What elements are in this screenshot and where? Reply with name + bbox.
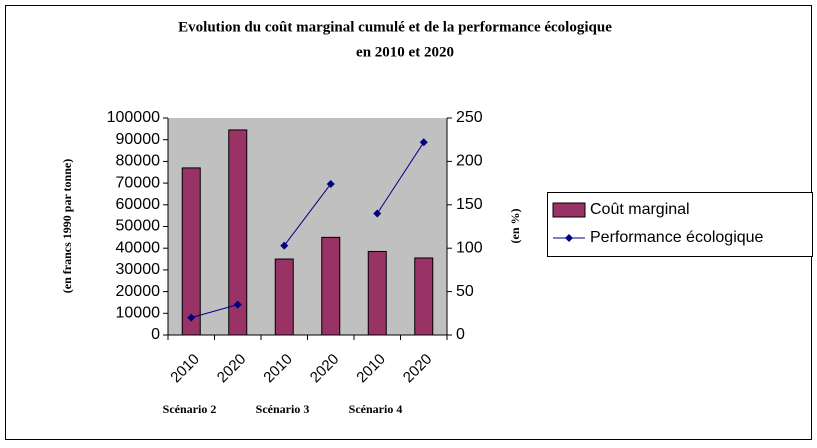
y2-tick-label: 150 — [456, 196, 483, 213]
y2-axis-label: (en %) — [508, 209, 522, 244]
y-tick-label: 40000 — [116, 239, 161, 256]
chart-title: Evolution du coût marginal cumulé et de … — [178, 19, 612, 35]
chart-title: en 2010 et 2020 — [356, 44, 454, 60]
y2-tick-label: 100 — [456, 239, 483, 256]
line-marker — [419, 138, 428, 147]
y-tick-label: 0 — [151, 326, 160, 343]
y2-tick-label: 200 — [456, 153, 483, 170]
y2-tick-label: 250 — [456, 109, 483, 126]
bar — [321, 236, 341, 336]
y-tick-label: 80000 — [116, 153, 161, 170]
line-marker — [326, 179, 335, 188]
legend-box — [547, 192, 813, 257]
y-tick-label: 20000 — [116, 283, 161, 300]
bar — [228, 129, 248, 336]
legend-label: Coût marginal — [590, 201, 690, 218]
plot-area — [168, 118, 447, 335]
y-tick-label: 70000 — [116, 174, 161, 191]
y2-tick-label: 0 — [456, 326, 465, 343]
bar — [414, 257, 434, 336]
line — [191, 304, 238, 319]
bar — [274, 258, 294, 336]
line-marker — [187, 313, 196, 322]
y-tick-label: 90000 — [116, 131, 161, 148]
line-marker — [280, 241, 289, 250]
y-tick-label: 30000 — [116, 261, 161, 278]
y2-tick-label: 50 — [456, 283, 474, 300]
bar — [181, 167, 201, 336]
group-label: Scénario 2 — [163, 402, 217, 416]
y-tick-label: 100000 — [107, 109, 160, 126]
y-axis-label: (en francs 1990 par tonne) — [60, 159, 74, 293]
line-marker — [373, 209, 382, 218]
line — [376, 142, 425, 214]
legend-swatch — [552, 202, 586, 218]
bar — [367, 250, 387, 336]
y-tick-label: 50000 — [116, 218, 161, 235]
line — [283, 183, 332, 246]
y-tick-label: 60000 — [116, 196, 161, 213]
legend-marker — [565, 234, 573, 242]
line-marker — [233, 300, 242, 309]
group-label: Scénario 3 — [256, 402, 310, 416]
y-tick-label: 10000 — [116, 305, 161, 322]
group-label: Scénario 4 — [349, 402, 403, 416]
legend-label: Performance écologique — [590, 229, 764, 246]
